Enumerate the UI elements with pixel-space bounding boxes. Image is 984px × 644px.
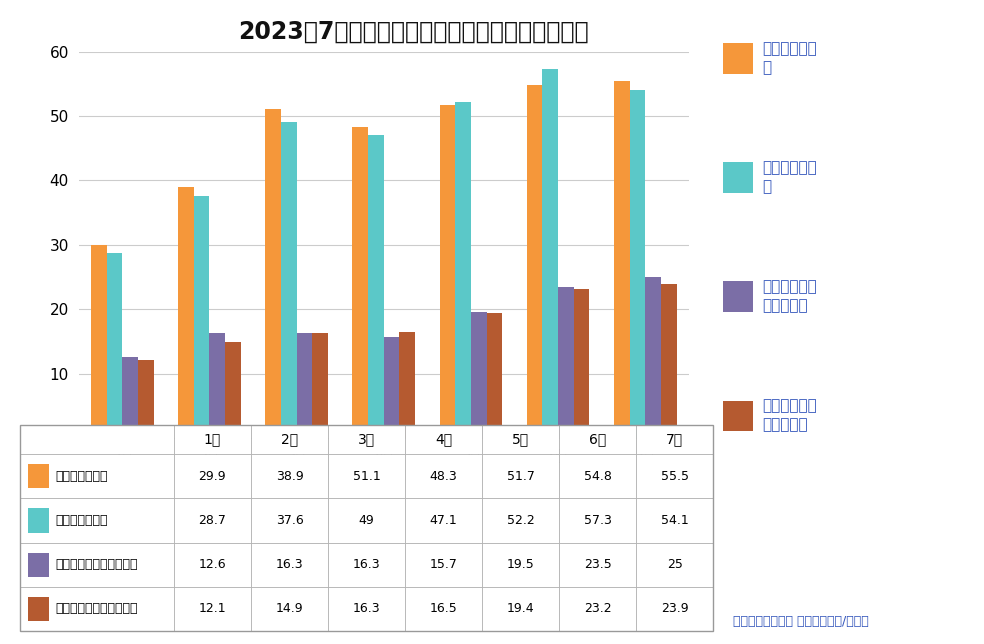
Text: 55.5: 55.5 (661, 469, 689, 482)
Text: 14.9: 14.9 (276, 603, 303, 616)
Text: 38.9: 38.9 (276, 469, 303, 482)
Bar (471, 312, 487, 438)
Bar (178, 187, 194, 438)
Text: 3月: 3月 (358, 433, 375, 447)
Bar (487, 313, 502, 438)
Text: 47.1: 47.1 (430, 514, 458, 527)
Text: 2月: 2月 (280, 433, 298, 447)
Text: 16.3: 16.3 (352, 558, 381, 571)
Text: 29.9: 29.9 (199, 469, 226, 482)
Text: 54.1: 54.1 (661, 514, 689, 527)
Text: 插电式混合动力汽车销量: 插电式混合动力汽车销量 (55, 603, 138, 616)
Bar (91, 245, 106, 438)
Bar (558, 287, 574, 438)
Bar (210, 333, 225, 438)
Bar (646, 277, 661, 438)
Bar (138, 360, 154, 438)
Text: 48.3: 48.3 (430, 469, 458, 482)
Text: 28.7: 28.7 (199, 514, 226, 527)
Text: 插电式混合动
力汽车产量: 插电式混合动 力汽车产量 (763, 279, 818, 313)
Text: 6月: 6月 (589, 433, 606, 447)
Bar (312, 333, 328, 438)
Text: 1月: 1月 (204, 433, 221, 447)
Text: 7月: 7月 (666, 433, 684, 447)
Bar (122, 357, 138, 438)
Bar (225, 342, 241, 438)
Text: 插电式混合动力汽车产量: 插电式混合动力汽车产量 (55, 558, 138, 571)
Bar (630, 90, 646, 438)
Bar (106, 253, 122, 438)
Text: 12.1: 12.1 (199, 603, 226, 616)
Bar (400, 332, 415, 438)
Text: 19.4: 19.4 (507, 603, 534, 616)
Text: 纯电动汽车销
量: 纯电动汽车销 量 (763, 160, 818, 194)
Bar (266, 109, 280, 438)
Text: 25: 25 (667, 558, 683, 571)
Text: 数据来源：中汽协 制表：电池网/数据部: 数据来源：中汽协 制表：电池网/数据部 (733, 615, 869, 628)
Text: 纯电动汽车销量: 纯电动汽车销量 (55, 514, 107, 527)
Text: 51.7: 51.7 (507, 469, 534, 482)
Bar (526, 85, 542, 438)
Bar (368, 135, 384, 438)
Text: 37.6: 37.6 (276, 514, 303, 527)
Bar (296, 333, 312, 438)
Bar (440, 105, 456, 438)
Text: 49: 49 (358, 514, 375, 527)
Text: 插电式混合动
力汽车销量: 插电式混合动 力汽车销量 (763, 399, 818, 432)
Bar (194, 196, 210, 438)
Bar (456, 102, 471, 438)
Text: 15.7: 15.7 (430, 558, 458, 571)
Text: 5月: 5月 (512, 433, 529, 447)
Text: 51.1: 51.1 (352, 469, 381, 482)
Text: 纯电动汽车产量: 纯电动汽车产量 (55, 469, 107, 482)
Bar (384, 337, 400, 438)
Text: 16.5: 16.5 (430, 603, 458, 616)
Text: 16.3: 16.3 (352, 603, 381, 616)
Text: 23.9: 23.9 (661, 603, 689, 616)
Text: 57.3: 57.3 (584, 514, 612, 527)
Text: 12.6: 12.6 (199, 558, 226, 571)
Bar (661, 284, 677, 438)
Bar (542, 69, 558, 438)
Text: 纯电动汽车产
量: 纯电动汽车产 量 (763, 41, 818, 75)
Bar (352, 127, 368, 438)
Text: 52.2: 52.2 (507, 514, 534, 527)
Bar (614, 80, 630, 438)
Text: 16.3: 16.3 (276, 558, 303, 571)
Text: 23.2: 23.2 (584, 603, 612, 616)
Bar (574, 289, 589, 438)
Text: 54.8: 54.8 (584, 469, 612, 482)
Bar (280, 122, 296, 438)
Text: 2023年7月我国新能源汽车产销量（单位：万辆）: 2023年7月我国新能源汽车产销量（单位：万辆） (238, 19, 588, 43)
Text: 19.5: 19.5 (507, 558, 534, 571)
Text: 4月: 4月 (435, 433, 453, 447)
Text: 23.5: 23.5 (584, 558, 612, 571)
